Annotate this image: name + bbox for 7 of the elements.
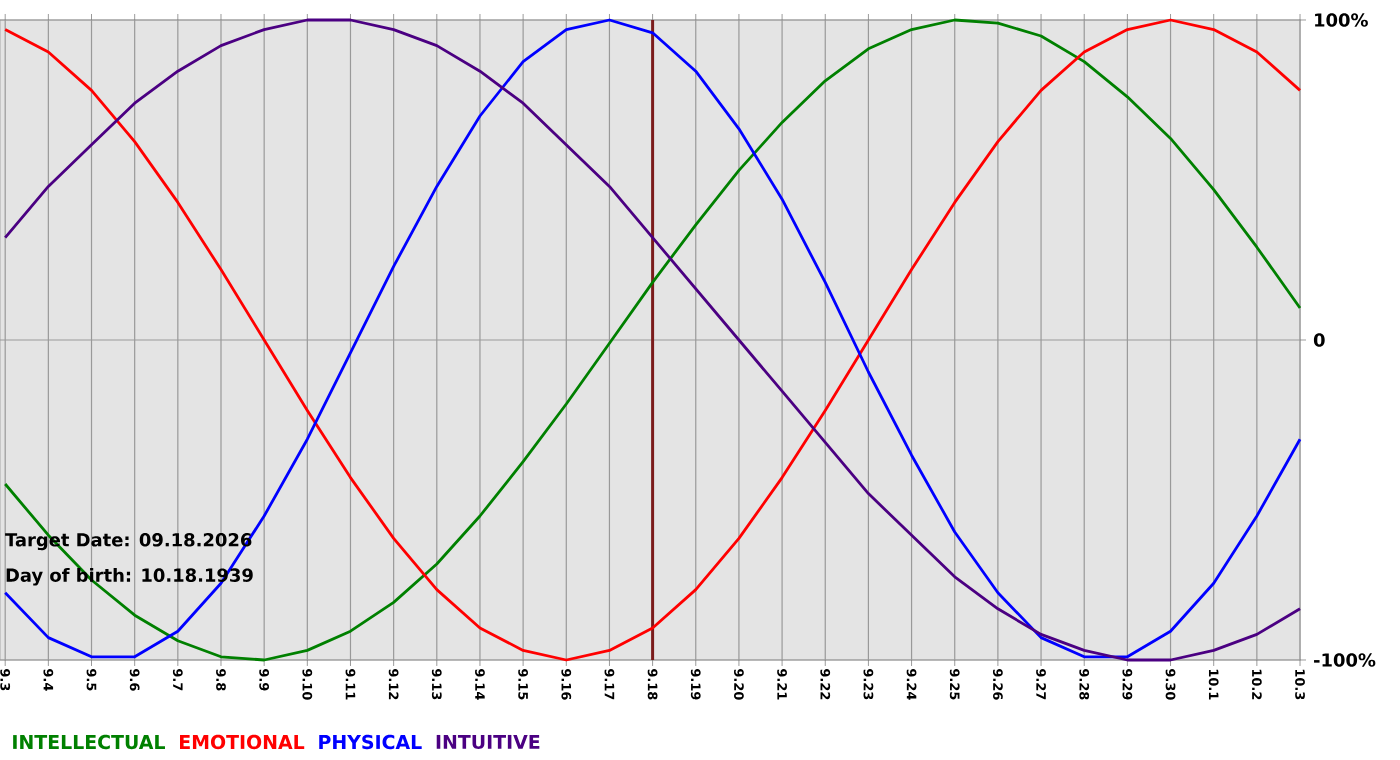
text: PHYSICAL [319,734,422,750]
text: INTUITIVE [436,734,540,750]
y-tick-label: 100% [1315,13,1368,27]
y-tick-label: -100% [1314,653,1376,667]
y-tick-label: 0 [1313,333,1325,347]
text: INTELLECTUAL [13,734,165,750]
text: EMOTIONAL [180,734,305,750]
